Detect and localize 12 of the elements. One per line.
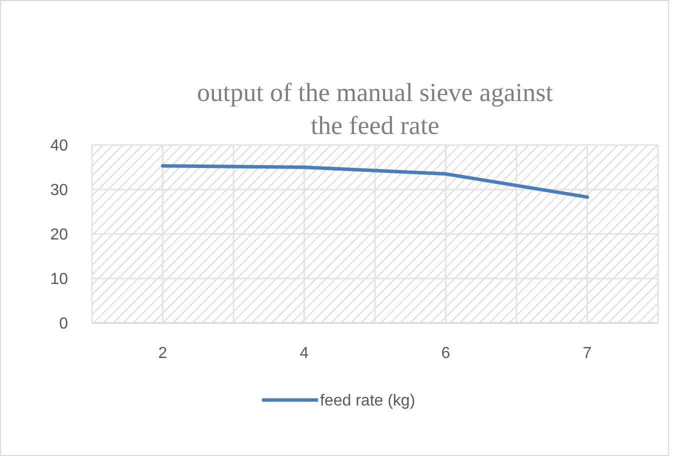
y-tick-label: 0 bbox=[59, 316, 68, 333]
y-tick-label: 20 bbox=[50, 226, 68, 244]
y-tick-label: 10 bbox=[50, 271, 68, 288]
x-tick-label: 6 bbox=[441, 345, 450, 362]
y-tick-label: 40 bbox=[50, 138, 68, 155]
x-tick-label: 2 bbox=[158, 345, 168, 362]
x-tick-label: 4 bbox=[300, 345, 309, 362]
x-tick-label: 7 bbox=[582, 345, 592, 362]
y-tick-label: 30 bbox=[50, 182, 68, 200]
chart-title: output of the manual sieve against the feed rate bbox=[197, 78, 554, 140]
line-series bbox=[161, 164, 589, 199]
legend-label: feed rate (kg) bbox=[320, 392, 416, 410]
